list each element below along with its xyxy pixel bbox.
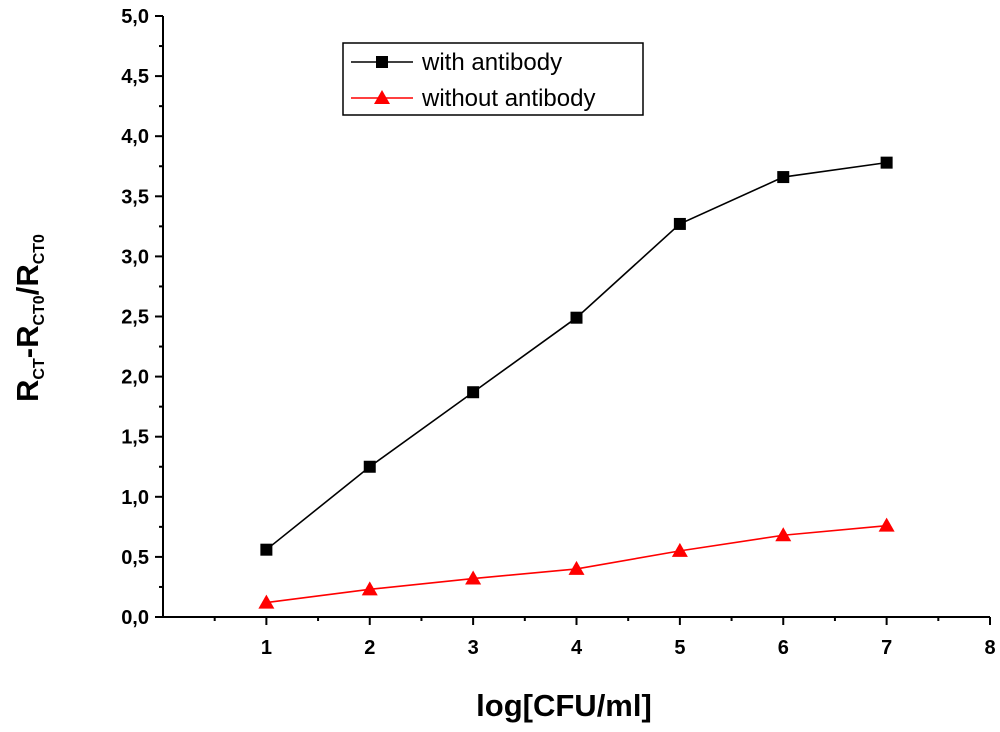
legend-label: with antibody	[421, 49, 562, 76]
x-tick-label: 4	[571, 637, 583, 659]
x-tick-label: 3	[468, 637, 479, 659]
y-axis-title-part: -R	[10, 326, 45, 359]
y-axis-title-part: R	[10, 380, 45, 402]
data-point	[363, 460, 376, 473]
legend-box	[342, 42, 644, 116]
data-point	[361, 581, 378, 596]
data-point	[673, 217, 686, 230]
y-tick-label: 1,0	[121, 487, 149, 509]
ticks: 0,0 0,5 1,0 1,5 2,0 2,5 3,0 3,5 4,0 4,5 5,0 1 2 3 4 5 6 7…	[121, 6, 995, 659]
legend-marker	[376, 56, 388, 68]
series-1	[260, 156, 893, 556]
data-point	[465, 570, 482, 585]
data-point	[671, 542, 688, 557]
y-tick-label: 4,0	[121, 126, 149, 148]
x-tick-label: 6	[778, 637, 789, 659]
series-2	[258, 517, 895, 609]
x-tick-label: 2	[364, 637, 375, 659]
y-tick-label: 4,5	[121, 66, 149, 88]
y-tick-label: 0,0	[121, 607, 149, 629]
y-tick-label: 3,0	[121, 246, 149, 268]
series-line	[265, 161, 887, 551]
data-point	[777, 171, 790, 184]
legend-label: without antibody	[421, 85, 595, 112]
data-point	[878, 517, 895, 532]
x-axis-title: log[CFU/ml]	[476, 688, 652, 723]
y-tick-label: 5,0	[121, 6, 149, 28]
y-tick-label: 1,5	[121, 427, 149, 449]
y-tick-label: 0,5	[121, 547, 149, 569]
data-point	[880, 156, 893, 169]
x-tick-label: 8	[984, 637, 995, 659]
y-axis-title-subscript: CT0	[31, 295, 48, 325]
data-point	[258, 594, 275, 609]
data-point	[568, 560, 585, 575]
y-axis-title-part: /R	[10, 264, 45, 295]
y-tick-label: 3,5	[121, 186, 149, 208]
data-point	[467, 386, 480, 399]
data-point	[260, 543, 273, 556]
y-tick-label: 2,0	[121, 367, 149, 389]
legend-marker	[374, 90, 390, 104]
y-axis-title: RCT-RCT0/RCT0	[10, 234, 48, 402]
x-tick-label: 5	[674, 637, 685, 659]
data-point	[570, 311, 583, 324]
data-point	[775, 527, 792, 542]
x-tick-label: 1	[261, 637, 272, 659]
y-axis-title-subscript: CT0	[31, 234, 48, 264]
y-tick-label: 2,5	[121, 307, 149, 329]
y-axis-title-subscript: CT	[31, 358, 48, 380]
series-layer	[258, 156, 895, 609]
x-tick-label: 7	[881, 637, 892, 659]
legend: with antibody without antibody	[342, 42, 644, 116]
